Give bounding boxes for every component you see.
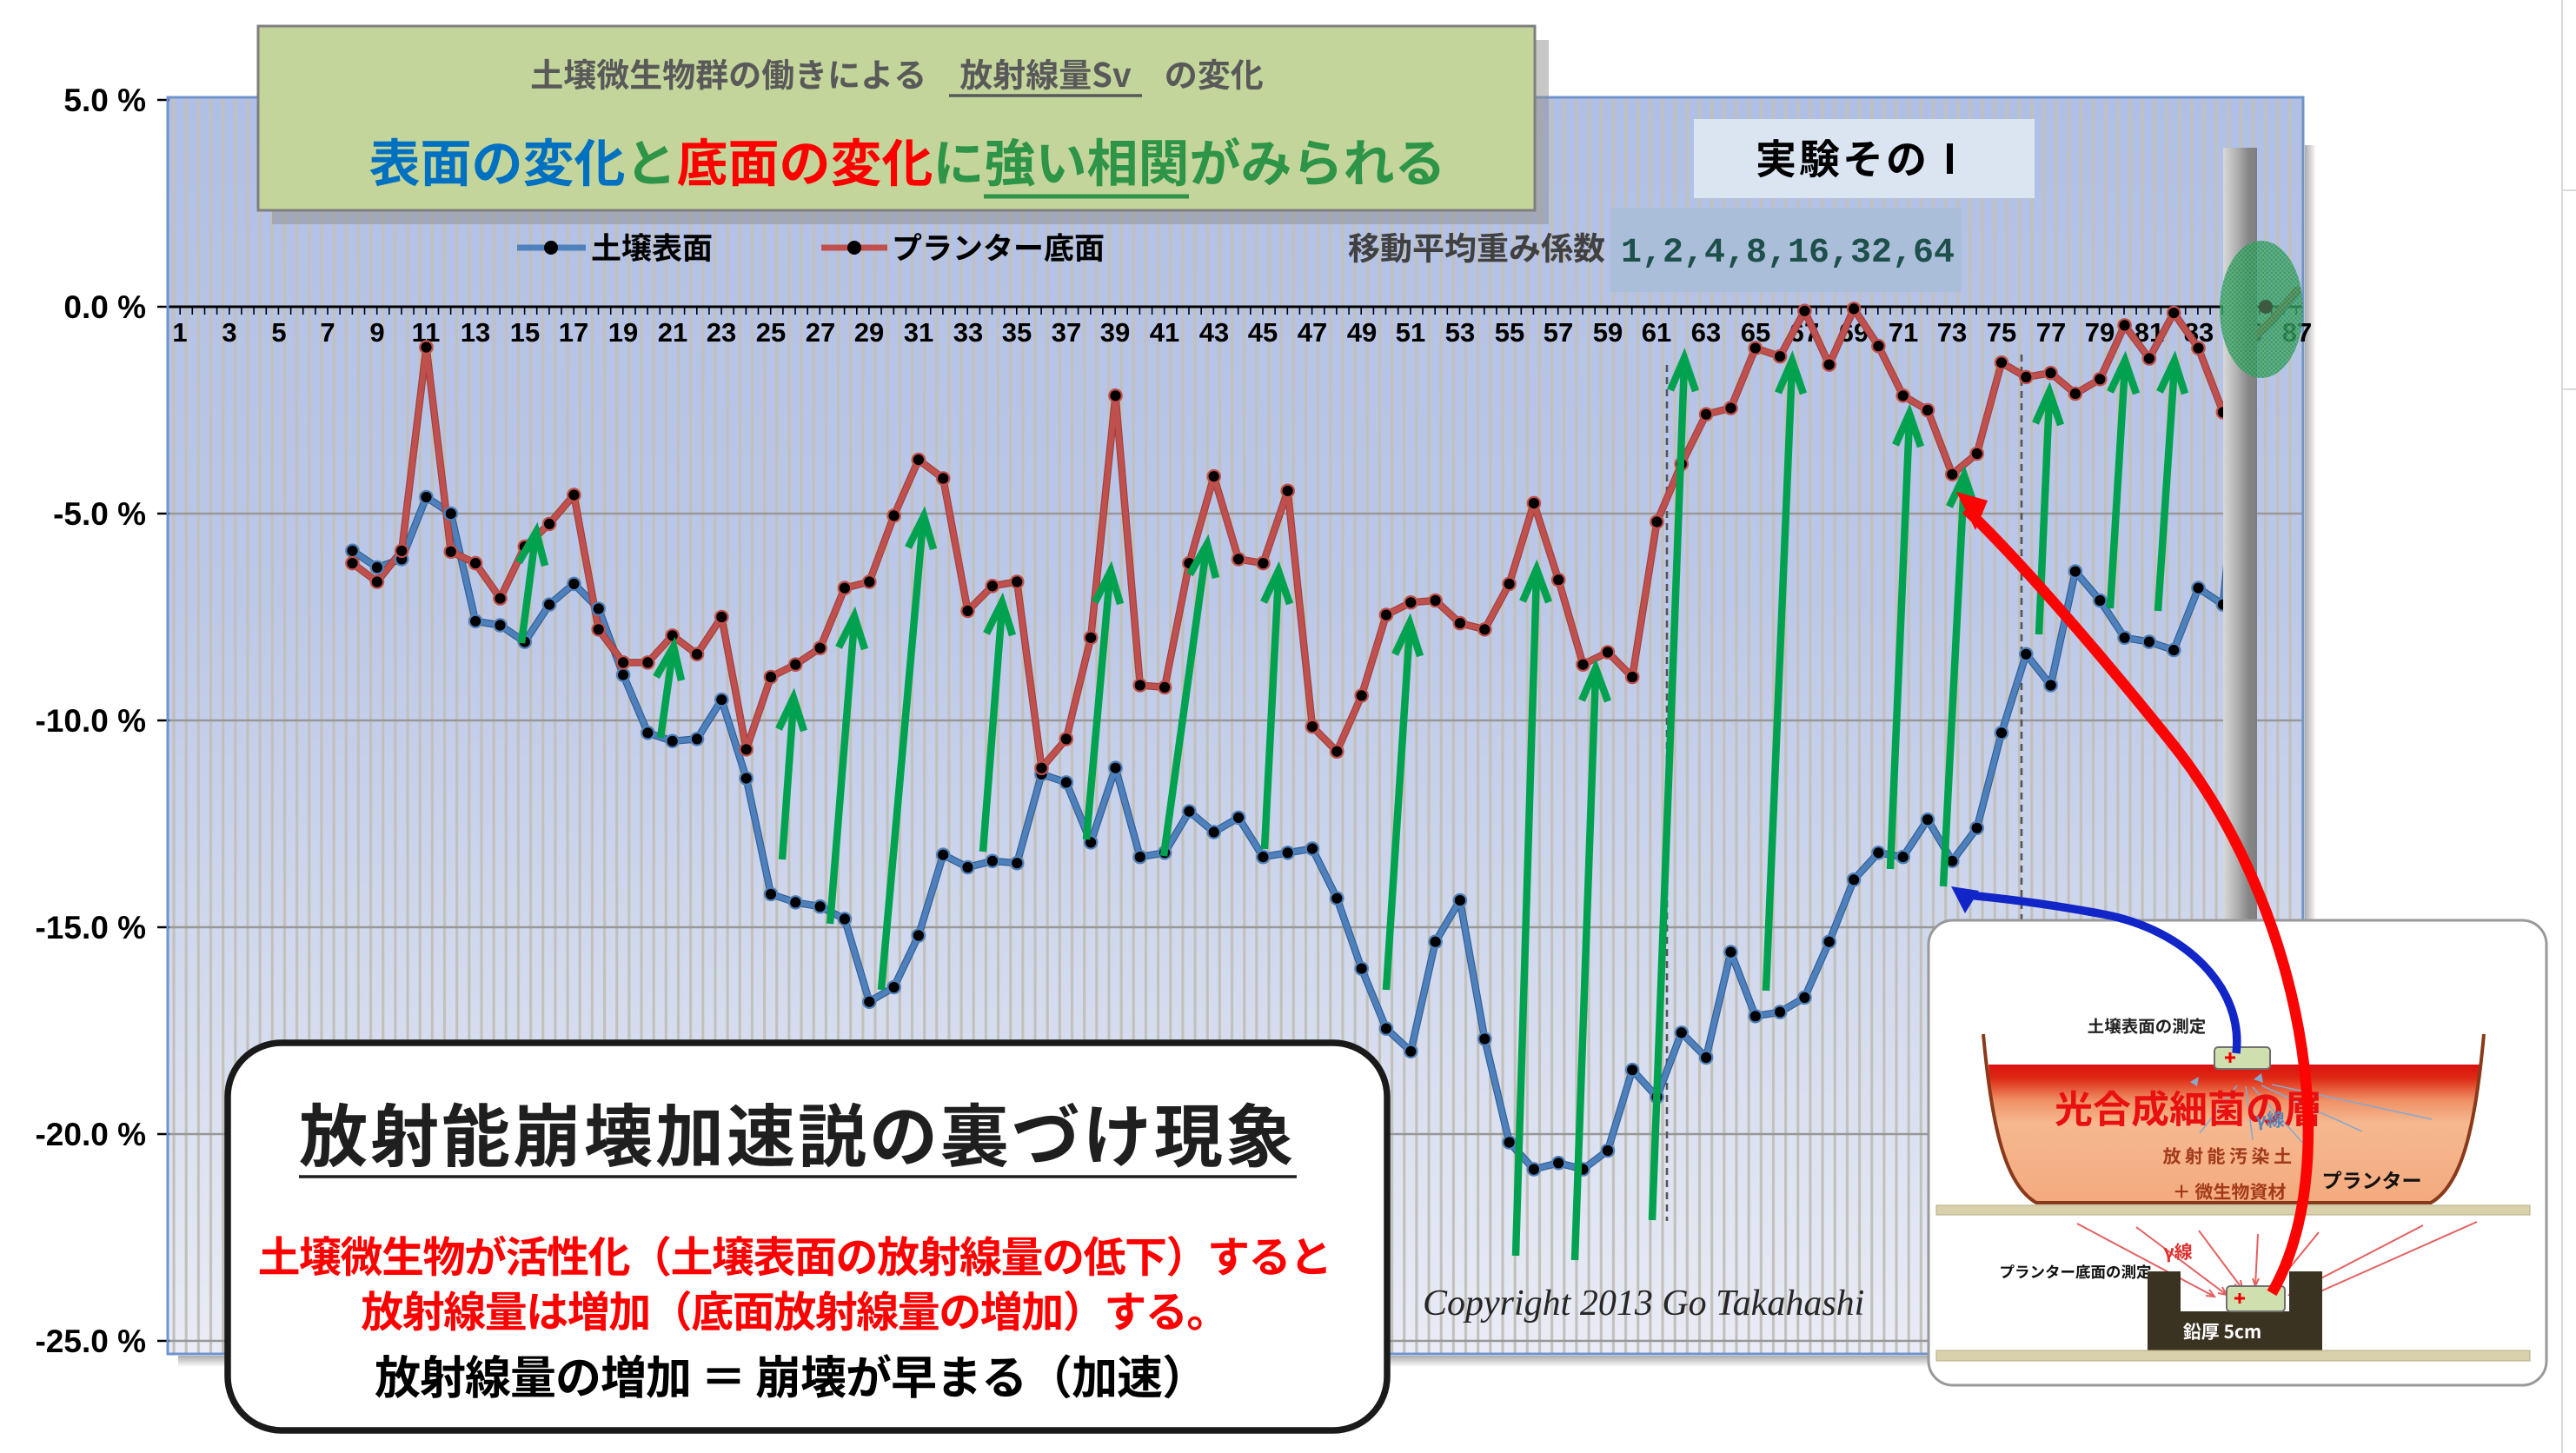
svg-text:35: 35 xyxy=(1002,317,1032,348)
svg-text:39: 39 xyxy=(1100,317,1130,348)
svg-text:-15.0 %: -15.0 % xyxy=(35,910,146,945)
svg-text:57: 57 xyxy=(1544,317,1573,348)
svg-text:55: 55 xyxy=(1495,317,1524,348)
svg-text:59: 59 xyxy=(1593,317,1623,348)
svg-text:29: 29 xyxy=(854,317,884,348)
svg-text:77: 77 xyxy=(2036,317,2066,348)
svg-text:51: 51 xyxy=(1396,317,1425,348)
svg-text:75: 75 xyxy=(1987,317,2016,348)
svg-text:1: 1 xyxy=(172,317,187,348)
svg-text:Copyright 2013 Go Takahashi: Copyright 2013 Go Takahashi xyxy=(1423,1284,1864,1324)
svg-text:13: 13 xyxy=(461,317,490,348)
svg-text:19: 19 xyxy=(608,317,638,348)
svg-text:-20.0 %: -20.0 % xyxy=(35,1117,146,1152)
svg-text:27: 27 xyxy=(806,317,835,348)
svg-text:61: 61 xyxy=(1642,317,1671,348)
svg-text:-10.0 %: -10.0 % xyxy=(35,703,146,739)
svg-text:33: 33 xyxy=(953,317,983,348)
svg-text:-5.0 %: -5.0 % xyxy=(53,496,146,532)
svg-text:63: 63 xyxy=(1691,317,1721,348)
svg-text:25: 25 xyxy=(756,317,786,348)
svg-text:41: 41 xyxy=(1150,317,1179,348)
svg-text:3: 3 xyxy=(222,317,236,348)
svg-text:0.0 %: 0.0 % xyxy=(63,289,146,325)
svg-text:7: 7 xyxy=(320,317,335,348)
svg-text:37: 37 xyxy=(1052,317,1081,348)
svg-text:9: 9 xyxy=(369,317,384,348)
svg-text:71: 71 xyxy=(1889,317,1918,348)
svg-text:5: 5 xyxy=(271,317,286,348)
svg-text:47: 47 xyxy=(1298,317,1327,348)
svg-text:73: 73 xyxy=(1937,317,1967,348)
svg-text:49: 49 xyxy=(1347,317,1377,348)
svg-text:53: 53 xyxy=(1445,317,1475,348)
svg-text:1,2,4,8,16,32,64: 1,2,4,8,16,32,64 xyxy=(1621,234,1955,273)
svg-text:15: 15 xyxy=(510,317,540,348)
svg-text:23: 23 xyxy=(707,317,736,348)
svg-text:21: 21 xyxy=(658,317,687,348)
svg-text:43: 43 xyxy=(1199,317,1229,348)
svg-text:-25.0 %: -25.0 % xyxy=(35,1324,146,1359)
svg-text:5.0 %: 5.0 % xyxy=(63,83,146,118)
svg-text:79: 79 xyxy=(2085,317,2115,348)
svg-text:31: 31 xyxy=(904,317,933,348)
svg-text:45: 45 xyxy=(1248,317,1278,348)
svg-text:17: 17 xyxy=(559,317,588,348)
